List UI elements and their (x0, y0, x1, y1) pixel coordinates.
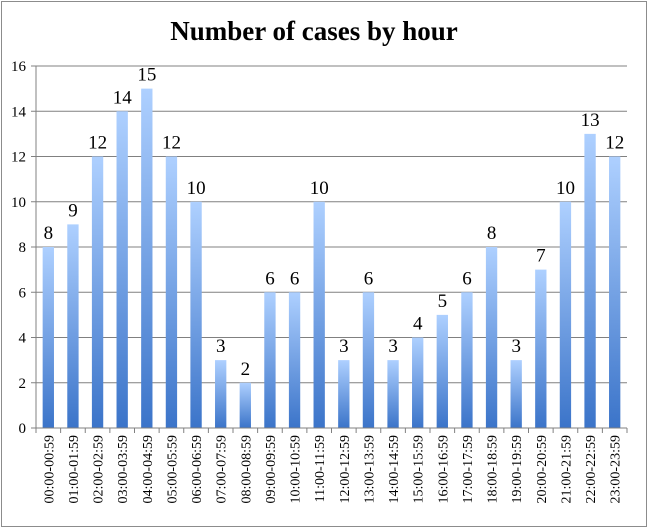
x-tick-label: 17:00-17:59 (461, 435, 476, 503)
x-tick-label: 06:00-06:59 (190, 435, 205, 503)
x-tick-label: 22:00-22:59 (584, 435, 599, 503)
x-tick-label: 16:00-16:59 (436, 435, 451, 503)
bar-value-label: 13 (581, 110, 600, 131)
gridlines (31, 65, 627, 429)
bar-value-label: 3 (388, 336, 398, 357)
x-tick-label: 09:00-09:59 (264, 435, 279, 503)
bar-value-label: 10 (556, 178, 575, 199)
bar (559, 201, 572, 428)
bar (116, 111, 128, 428)
y-tick-label: 16 (11, 59, 27, 75)
bar (436, 314, 448, 428)
bar-value-label: 8 (487, 223, 497, 244)
x-tick-label: 07:00-07:59 (215, 435, 230, 503)
bar-value-label: 5 (438, 291, 448, 312)
bar (67, 224, 79, 428)
bar-value-label: 7 (536, 246, 546, 267)
y-tick-label: 4 (19, 331, 27, 347)
bar (264, 292, 276, 428)
x-tick-label: 13:00-13:59 (362, 435, 377, 503)
x-tick-label: 19:00-19:59 (510, 435, 525, 503)
y-tick-label: 14 (11, 104, 27, 120)
y-tick-label: 10 (11, 195, 26, 211)
x-tick-label: 00:00-00:59 (42, 435, 57, 503)
bar (584, 133, 596, 428)
x-tick-label: 08:00-08:59 (239, 435, 254, 503)
bar-value-label: 2 (241, 359, 251, 380)
bar-value-label: 6 (462, 268, 472, 289)
y-tick-label: 8 (19, 240, 27, 256)
bar (412, 337, 424, 428)
x-tick-label: 14:00-14:59 (387, 435, 402, 503)
x-tick-label: 02:00-02:59 (92, 435, 107, 503)
x-axis-tick-labels: 00:00-00:59 01:00-01:59 02:00-02:59 03:00-0… (42, 435, 623, 503)
x-tick-label: 20:00-20:59 (535, 435, 550, 503)
x-tick-label: 11:00-11:59 (313, 435, 328, 502)
y-tick-label: 12 (11, 150, 26, 166)
bar-value-label: 10 (187, 178, 206, 199)
bar-value-label: 6 (290, 268, 300, 289)
bar-value-label: 3 (339, 336, 349, 357)
bar (362, 292, 375, 428)
bar-value-label: 12 (605, 133, 624, 154)
x-tick-label: 18:00-18:59 (486, 435, 501, 503)
y-tick-label: 6 (19, 285, 27, 301)
bar-value-label: 10 (310, 178, 329, 199)
bar-value-label: 8 (44, 223, 54, 244)
bar-value-label: 12 (88, 133, 107, 154)
x-tick-label: 10:00-10:59 (289, 435, 304, 503)
x-tick-label: 01:00-01:59 (67, 435, 82, 503)
y-axis-tick-labels: 0 2 4 6 8 10 12 14 16 (11, 59, 27, 437)
bar-value-label: 3 (216, 336, 226, 357)
bar (141, 88, 153, 428)
bar (190, 201, 202, 428)
bar (165, 156, 178, 428)
x-tick-label: 12:00-12:59 (338, 435, 353, 503)
bar-value-label: 3 (511, 336, 521, 357)
bar-value-label: 6 (364, 268, 374, 289)
bar-value-label: 4 (413, 314, 423, 335)
bar-value-label: 6 (265, 268, 275, 289)
x-tick-label: 21:00-21:59 (559, 435, 574, 503)
x-tick-label: 05:00-05:59 (165, 435, 180, 503)
x-tick-label: 04:00-04:59 (141, 435, 156, 503)
x-tick-label: 23:00-23:59 (609, 435, 624, 503)
x-tick-label: 03:00-03:59 (116, 435, 131, 503)
bar (288, 292, 301, 428)
bar (91, 156, 104, 428)
bar (387, 360, 399, 428)
bar (42, 247, 54, 428)
bar (510, 360, 522, 428)
bar-value-label: 14 (113, 87, 133, 108)
y-tick-label: 2 (19, 376, 27, 392)
bar (239, 382, 251, 428)
bar-value-label: 9 (68, 200, 78, 221)
bar (215, 360, 227, 428)
axes (35, 66, 628, 433)
x-tick-label: 15:00-15:59 (412, 435, 427, 503)
chart-title: Number of cases by hour (170, 16, 458, 46)
bar-value-label: 15 (137, 65, 156, 86)
bars (42, 88, 621, 428)
bar (535, 269, 547, 428)
bar (485, 247, 498, 428)
bar (461, 292, 473, 428)
bar-value-label: 12 (162, 133, 181, 154)
y-tick-label: 0 (19, 421, 27, 437)
bar (338, 360, 350, 428)
bar (313, 201, 325, 428)
bar (609, 156, 621, 428)
